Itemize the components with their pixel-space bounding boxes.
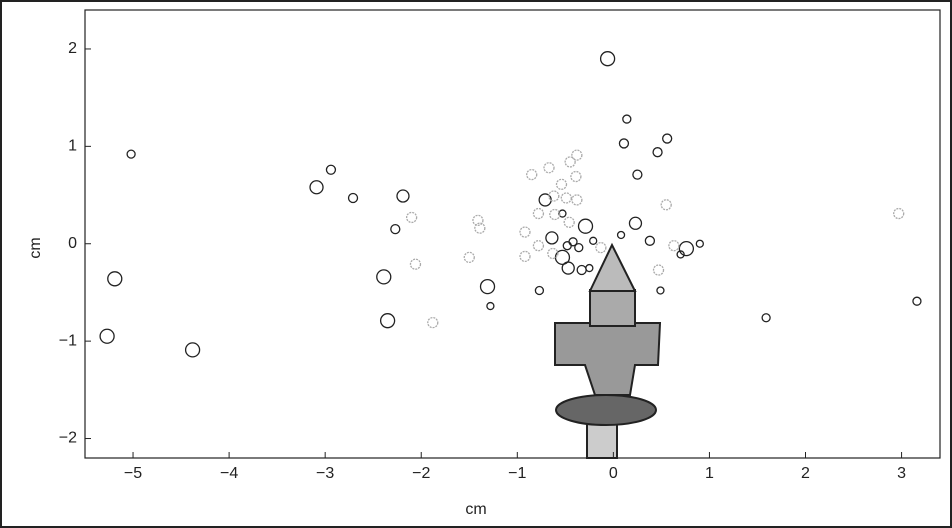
scatter-point [325,164,337,175]
scatter-point [656,286,665,295]
scatter-point [519,226,531,238]
scatter-point [668,240,680,252]
y-tick-label: 0 [68,235,77,252]
scatter-point [570,170,582,183]
tower-ring [555,394,657,426]
scatter-point [616,230,626,240]
y-tick-label: −1 [59,332,77,349]
scatter-point [409,258,422,270]
scatter-point [585,263,594,273]
scatter-point [548,190,560,202]
y-tick-label: 2 [68,40,77,57]
scatter-point [532,207,545,220]
scatter-point [376,269,392,285]
scatter-point [676,250,685,259]
scatter-point [543,162,555,174]
x-tick-label: −1 [508,465,526,482]
scatter-point [599,51,616,67]
tower-cross [554,322,662,396]
x-tick-label: −2 [412,465,430,482]
scatter-point [547,247,559,260]
scatter-point [561,261,575,275]
scatter-point [463,251,475,264]
scatter-point [571,194,583,206]
scatter-point [479,278,496,295]
x-axis-label: cm [465,501,486,518]
scatter-point [574,242,584,253]
scatter-point [571,149,583,161]
scatter-point [545,231,559,245]
scatter-point [526,168,538,181]
scatter-point [563,216,575,228]
scatter-point [761,313,771,323]
scatter-point [660,199,672,211]
scatter-point [472,214,484,227]
scatter-point [622,114,632,124]
scatter-point [309,180,324,195]
scatter-point [347,192,359,204]
scatter-point [532,240,545,252]
y-axis-label: cm [27,237,44,258]
scatter-point [486,301,495,311]
scatter-point [589,236,598,245]
scatter-point [126,149,136,159]
scatter-point [568,237,578,247]
scatter-point [893,207,905,220]
scatter-point [912,296,922,306]
y-tick-label: 1 [68,138,77,155]
scatter-point [555,178,568,190]
x-tick-label: −5 [124,465,142,482]
scatter-point [558,209,567,218]
scatter-point [662,133,673,144]
scatter-point [427,316,439,329]
scatter-point [390,223,401,235]
tower-block [589,289,636,327]
plot-area [84,9,941,459]
scatter-point [644,235,656,246]
scatter-point [577,218,594,234]
x-tick-label: 2 [801,465,810,482]
scatter-point [695,239,704,248]
scatter-point [652,147,663,158]
scatter-point [678,240,695,257]
x-tick-label: 1 [705,465,714,482]
tower-illustration [554,242,662,459]
scatter-point [618,138,630,149]
x-tick-label: 0 [609,465,618,482]
scatter-point [534,285,545,296]
scatter-point [379,313,396,329]
y-tick-label: −2 [59,430,77,447]
scatter-point [560,192,572,204]
x-tick-label: −3 [316,465,334,482]
scatter-point [652,264,665,276]
scatter-point [595,241,607,254]
scatter-point [628,216,643,230]
scatter-point [549,208,561,221]
scatter-point [184,342,201,358]
scatter-point [405,211,418,224]
x-tick-label: −4 [220,465,238,482]
scatter-point [632,169,643,180]
scatter-point [396,189,410,203]
scatter-point [107,271,123,287]
scatter-point [564,156,576,168]
x-tick-label: 3 [897,465,906,482]
scatter-point [99,328,115,344]
scatter-point [519,250,531,263]
scatter-point [474,222,486,234]
tower-spire [588,242,637,292]
